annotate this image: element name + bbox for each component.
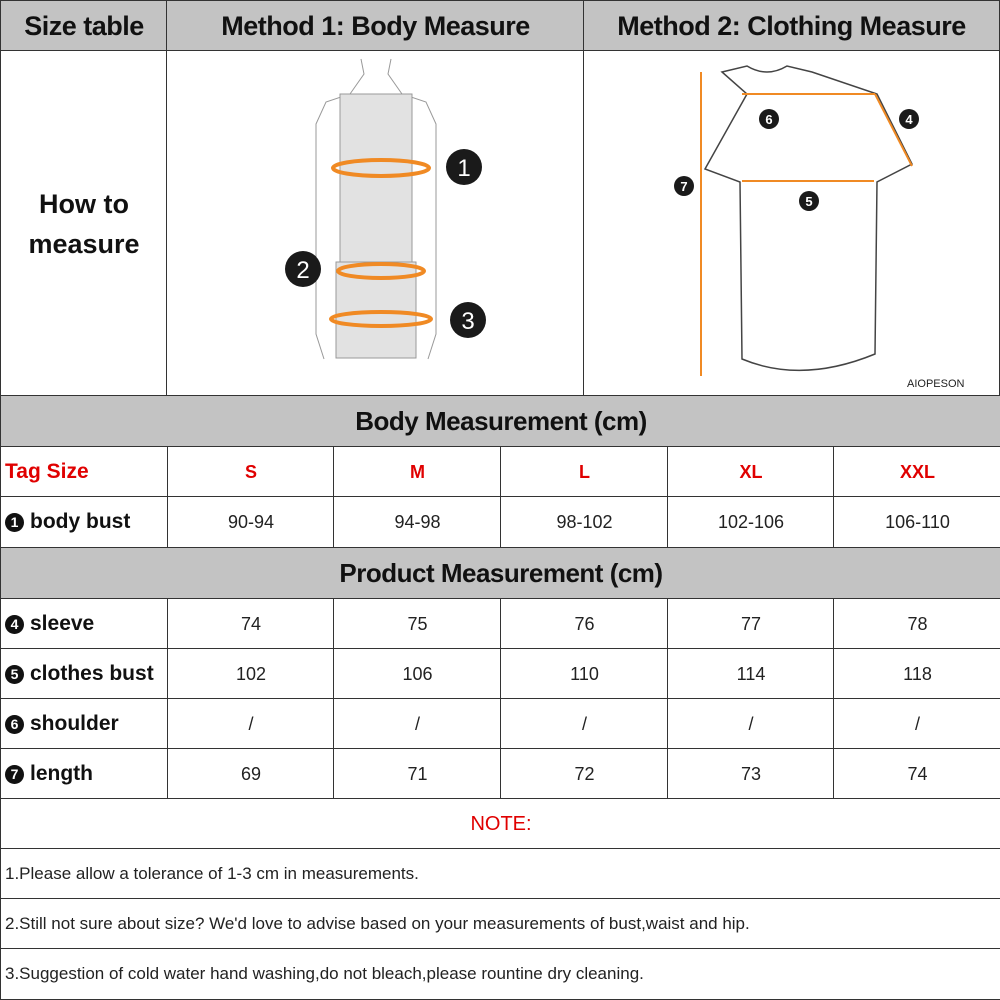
size-header: S <box>167 446 335 498</box>
body-measure-illustration: 1 2 3 <box>166 50 585 397</box>
number-badge-icon: 4 <box>5 614 24 634</box>
how-to-line2: measure <box>28 228 140 259</box>
table-cell: 94-98 <box>333 496 502 548</box>
body-measurement-title: Body Measurement (cm) <box>0 395 1000 448</box>
number-badge-icon: 7 <box>5 764 24 784</box>
table-cell: 98-102 <box>500 496 669 548</box>
row-label: clothes bust <box>30 662 154 685</box>
note-title: NOTE: <box>0 798 1000 850</box>
method1-header: Method 1: Body Measure <box>166 0 585 52</box>
product-measurement-title: Product Measurement (cm) <box>0 547 1000 600</box>
how-to-line1: How to <box>39 188 129 219</box>
row-label-1: 5 clothes bust <box>0 648 169 700</box>
table-cell: 73 <box>667 748 835 800</box>
brand-label: AIOPESON <box>907 378 965 390</box>
row-label: sleeve <box>30 612 95 635</box>
table-cell: 72 <box>500 748 669 800</box>
method2-header: Method 2: Clothing Measure <box>583 0 1000 52</box>
marker-1: 1 <box>457 155 470 182</box>
number-badge-icon: 6 <box>5 714 24 734</box>
size-header: M <box>333 446 502 498</box>
table-cell: 102 <box>167 648 335 700</box>
table-cell: / <box>167 698 335 750</box>
table-cell: 76 <box>500 598 669 650</box>
table-cell: 75 <box>333 598 502 650</box>
row-label: length <box>30 762 93 785</box>
size-header: XXL <box>833 446 1000 498</box>
table-cell: / <box>500 698 669 750</box>
row-label: shoulder <box>30 712 119 735</box>
row-label-0: 4 sleeve <box>0 598 169 650</box>
row-label: body bust <box>30 510 131 533</box>
tag-size-label: Tag Size <box>0 446 169 498</box>
table-cell: 106-110 <box>833 496 1000 548</box>
table-cell: 110 <box>500 648 669 700</box>
table-cell: 74 <box>167 598 335 650</box>
table-cell: 74 <box>833 748 1000 800</box>
how-to-measure-label: How to measure <box>0 50 168 397</box>
marker-2: 2 <box>296 257 309 284</box>
table-cell: / <box>833 698 1000 750</box>
size-table-header: Size table <box>0 0 168 52</box>
row-label-2: 6 shoulder <box>0 698 169 750</box>
table-cell: 118 <box>833 648 1000 700</box>
table-cell: 69 <box>167 748 335 800</box>
table-cell: 102-106 <box>667 496 835 548</box>
note-item: 1.Please allow a tolerance of 1-3 cm in … <box>0 848 1000 900</box>
size-header: XL <box>667 446 835 498</box>
note-item: 3.Suggestion of cold water hand washing,… <box>0 948 1000 1000</box>
size-header: L <box>500 446 669 498</box>
tshirt-figure-icon: 6 4 5 7 AIOPESON <box>673 64 965 390</box>
table-cell: 77 <box>667 598 835 650</box>
table-cell: / <box>333 698 502 750</box>
number-badge-icon: 1 <box>5 512 24 532</box>
marker-5: 5 <box>805 194 812 209</box>
body-figure-icon: 1 2 3 <box>284 58 486 359</box>
row-label-0: 1 body bust <box>0 496 169 548</box>
table-cell: 71 <box>333 748 502 800</box>
marker-7: 7 <box>680 179 687 194</box>
marker-6: 6 <box>765 112 772 127</box>
marker-4: 4 <box>905 112 913 127</box>
table-cell: 106 <box>333 648 502 700</box>
clothing-measure-illustration: 6 4 5 7 AIOPESON <box>583 50 1000 397</box>
number-badge-icon: 5 <box>5 664 24 684</box>
table-cell: 114 <box>667 648 835 700</box>
table-cell: 90-94 <box>167 496 335 548</box>
marker-3: 3 <box>461 308 474 335</box>
row-label-3: 7 length <box>0 748 169 800</box>
table-cell: / <box>667 698 835 750</box>
note-item: 2.Still not sure about size? We'd love t… <box>0 898 1000 950</box>
table-cell: 78 <box>833 598 1000 650</box>
